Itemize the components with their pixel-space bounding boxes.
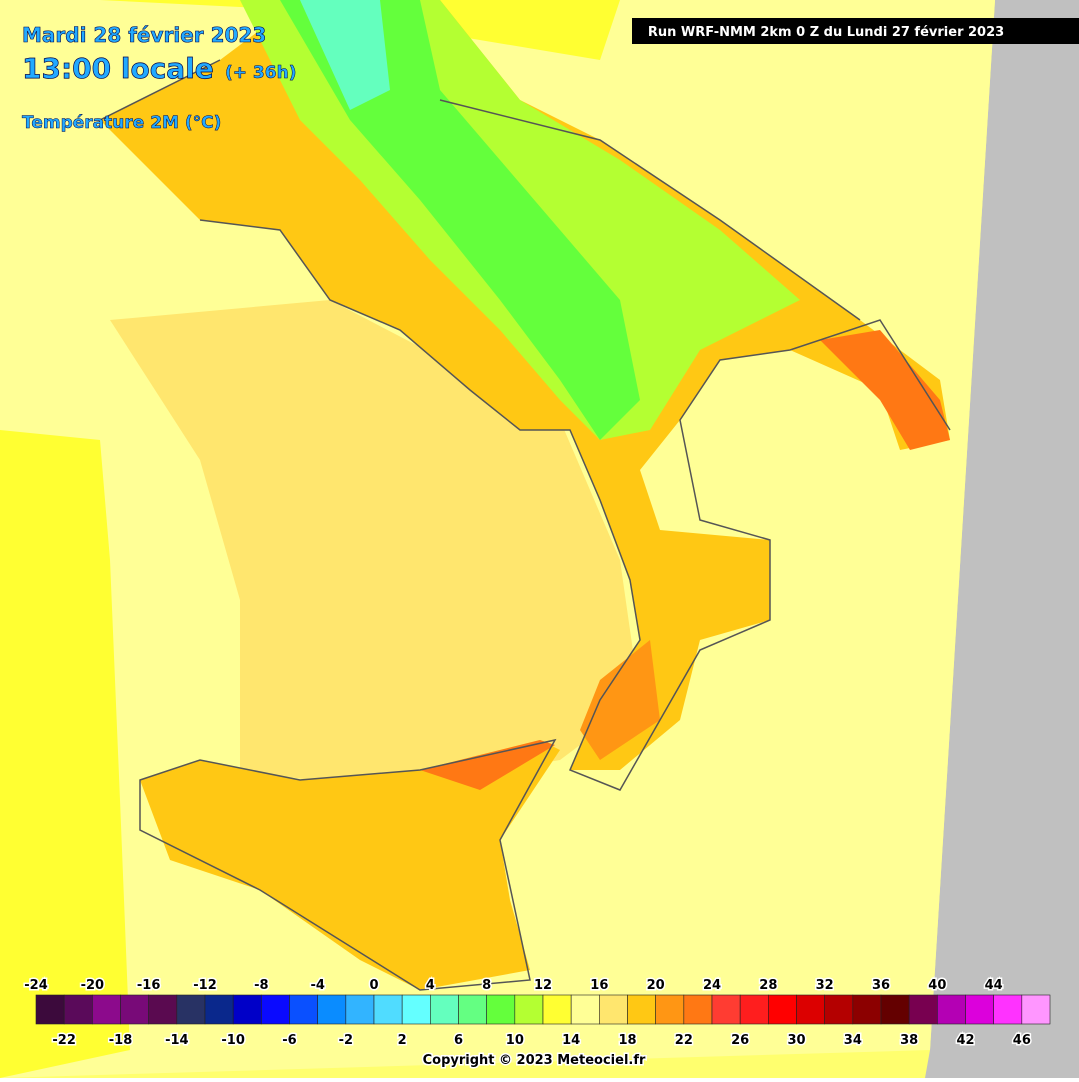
land-mainland bbox=[100, 0, 950, 770]
legend-label-bottom: 22 bbox=[675, 1033, 693, 1048]
coastline bbox=[99, 59, 951, 991]
legend-label-top: 40 bbox=[928, 978, 946, 993]
legend-label-bottom: -6 bbox=[282, 1033, 296, 1048]
legend-label-top: -16 bbox=[137, 978, 161, 993]
color-swatch bbox=[937, 994, 966, 1025]
color-swatch bbox=[35, 994, 65, 1025]
out-of-domain bbox=[925, 0, 1079, 1078]
color-swatch bbox=[796, 994, 825, 1025]
land-hot bbox=[420, 740, 555, 790]
color-swatch bbox=[148, 994, 178, 1025]
color-swatch bbox=[345, 994, 375, 1025]
legend-label-bottom: 38 bbox=[900, 1033, 918, 1048]
legend-label-top: 44 bbox=[985, 978, 1003, 993]
legend-label-top: 28 bbox=[759, 978, 777, 993]
legend-label-bottom: -2 bbox=[339, 1033, 353, 1048]
color-swatch bbox=[176, 994, 206, 1025]
legend-label-bottom: 10 bbox=[506, 1033, 524, 1048]
color-swatch bbox=[63, 994, 93, 1025]
color-swatch bbox=[739, 994, 769, 1025]
legend-label-bottom: 18 bbox=[618, 1033, 636, 1048]
color-swatch bbox=[204, 994, 234, 1025]
land-hot bbox=[820, 330, 950, 450]
color-swatch bbox=[373, 994, 403, 1025]
color-swatch bbox=[120, 994, 149, 1025]
color-swatch bbox=[993, 994, 1023, 1025]
color-swatch bbox=[768, 994, 797, 1025]
legend-label-top: 4 bbox=[426, 978, 435, 993]
legend-label-bottom: -10 bbox=[221, 1033, 245, 1048]
color-swatch bbox=[514, 994, 544, 1025]
coastline bbox=[439, 99, 861, 321]
color-swatch bbox=[683, 994, 713, 1025]
color-swatch bbox=[317, 994, 347, 1025]
legend-label-top: -12 bbox=[193, 978, 217, 993]
date: Mardi 28 février 2023 bbox=[22, 23, 266, 47]
color-swatch bbox=[880, 994, 910, 1025]
color-swatch bbox=[570, 994, 600, 1025]
color-swatch bbox=[92, 994, 121, 1025]
color-swatch bbox=[289, 994, 318, 1025]
field-name: Température 2M (°C) bbox=[22, 113, 221, 133]
warm-zone bbox=[0, 0, 620, 60]
legend-label-bottom: -22 bbox=[52, 1033, 76, 1048]
color-swatch bbox=[599, 994, 628, 1025]
legend-label-top: 8 bbox=[482, 978, 491, 993]
warm-zone bbox=[0, 430, 130, 1078]
color-swatch bbox=[908, 994, 938, 1025]
lead-time: (+ 36h) bbox=[225, 63, 296, 83]
sea bbox=[600, 60, 960, 860]
color-swatch bbox=[542, 994, 572, 1025]
color-swatch bbox=[232, 994, 262, 1025]
legend-label-top: -8 bbox=[254, 978, 268, 993]
legend-label-top: 20 bbox=[647, 978, 665, 993]
legend-label-bottom: 26 bbox=[731, 1033, 749, 1048]
legend: -24 -20 -16 -12 -8 -4 0 4 8 12 16 20 24 28 32 36 40 44-22… bbox=[23, 977, 1051, 1050]
color-swatch bbox=[401, 994, 431, 1025]
legend-label-top: 0 bbox=[369, 978, 378, 993]
legend-label-top: -4 bbox=[310, 978, 324, 993]
legend-label-top: 12 bbox=[534, 978, 552, 993]
local-time: 13:00 locale bbox=[22, 52, 214, 85]
legend-label-top: 24 bbox=[703, 978, 721, 993]
legend-label-bottom: 30 bbox=[787, 1033, 805, 1048]
legend-label-bottom: 46 bbox=[1013, 1033, 1031, 1048]
legend-label-bottom: 42 bbox=[956, 1033, 974, 1048]
legend-label-bottom: -14 bbox=[165, 1033, 189, 1048]
legend-label-bottom: 6 bbox=[454, 1033, 463, 1048]
color-swatch bbox=[852, 994, 882, 1025]
legend-label-bottom: -18 bbox=[109, 1033, 133, 1048]
land-cooler bbox=[280, 0, 640, 440]
legend-label-top: -24 bbox=[24, 978, 48, 993]
color-swatch bbox=[965, 994, 994, 1025]
legend-label-bottom: 2 bbox=[398, 1033, 407, 1048]
land-sicily bbox=[140, 740, 560, 990]
color-swatch bbox=[1021, 994, 1051, 1025]
run-banner bbox=[632, 18, 1079, 44]
land-hot bbox=[580, 640, 660, 760]
run-info: Run WRF-NMM 2km 0 Z du Lundi 27 février … bbox=[648, 25, 1004, 40]
color-swatch bbox=[458, 994, 487, 1025]
color-swatch bbox=[655, 994, 685, 1025]
legend-label-top: 16 bbox=[590, 978, 608, 993]
color-swatch bbox=[824, 994, 854, 1025]
copyright: Copyright © 2023 Meteociel.fr bbox=[423, 1053, 646, 1068]
color-swatch bbox=[486, 994, 516, 1025]
legend-label-bottom: 14 bbox=[562, 1033, 580, 1048]
sea-warm bbox=[110, 300, 640, 790]
legend-label-bottom: 34 bbox=[844, 1033, 862, 1048]
color-swatch bbox=[261, 994, 290, 1025]
color-swatch bbox=[430, 994, 459, 1025]
color-swatch bbox=[711, 994, 741, 1025]
land-coldest bbox=[300, 0, 390, 110]
legend-label-top: 32 bbox=[816, 978, 834, 993]
color-swatch bbox=[627, 994, 656, 1025]
legend-label-top: 36 bbox=[872, 978, 890, 993]
legend-label-top: -20 bbox=[81, 978, 105, 993]
